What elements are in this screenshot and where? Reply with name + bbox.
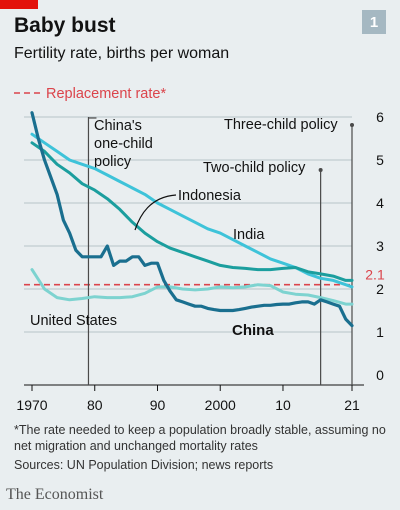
- y-tick-label: 5: [376, 152, 384, 168]
- event-dot-three-child: [350, 123, 354, 127]
- sources-note: Sources: UN Population Division; news re…: [14, 458, 274, 472]
- chart-number-badge: 1: [362, 10, 386, 34]
- event-dot-two-child: [318, 168, 323, 172]
- y-tick-label: 3: [376, 238, 384, 254]
- y-tick-label: 6: [376, 109, 384, 125]
- y-tick-label: 4: [376, 195, 384, 211]
- x-tick-label: 2000: [205, 397, 236, 413]
- replacement-legend-label: Replacement rate*: [46, 86, 166, 102]
- series-line-indonesia: [30, 141, 354, 282]
- series-label-united-states: United States: [30, 313, 117, 329]
- series-label-india: India: [233, 227, 265, 243]
- series-line-china: [30, 111, 354, 328]
- brand-red-tag: [0, 0, 38, 9]
- y-tick-label: 2: [376, 281, 384, 297]
- x-tick-label: 1970: [16, 397, 47, 413]
- x-tick-label: 80: [87, 397, 103, 413]
- x-tick-label: 21: [344, 397, 360, 413]
- event-label-one-child: one-child: [94, 136, 153, 152]
- event-label-two-child: Two-child policy: [203, 160, 306, 176]
- fertility-line-chart: 0 1 2 3 4 5 6 1970 80 90 2000 10 21 2.1 Replacement ra…: [14, 86, 385, 413]
- series-label-indonesia: Indonesia: [178, 188, 242, 204]
- replacement-rate-value: 2.1: [365, 267, 385, 283]
- y-tick-label: 0: [376, 367, 384, 383]
- series-line-united-states: [30, 268, 354, 306]
- publisher-brand: The Economist: [6, 486, 104, 503]
- event-label-one-child: policy: [94, 154, 132, 170]
- x-tick-label: 90: [150, 397, 166, 413]
- y-tick-label: 1: [376, 324, 384, 340]
- x-tick-label: 10: [275, 397, 291, 413]
- series-label-china: China: [232, 322, 274, 339]
- event-label-one-child: China's: [94, 118, 142, 134]
- event-label-three-child: Three-child policy: [224, 117, 338, 133]
- chart-subtitle: Fertility rate, births per woman: [14, 45, 230, 62]
- footnote: *The rate needed to keep a population br…: [14, 423, 386, 453]
- indonesia-leader-line: [134, 194, 177, 231]
- chart-title: Baby bust: [14, 14, 116, 37]
- series-line-india: [30, 132, 354, 289]
